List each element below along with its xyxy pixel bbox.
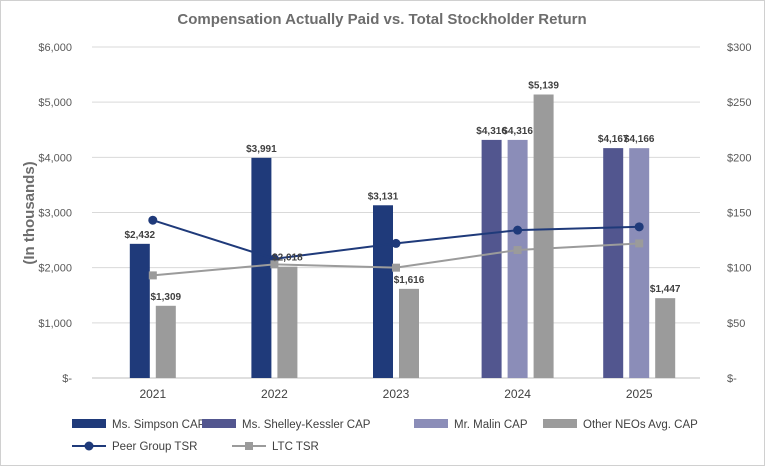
x-tick-label: 2021: [139, 387, 166, 401]
bar: [129, 243, 150, 378]
y-tick-label: $3,000: [38, 208, 72, 220]
x-tick-label: 2023: [383, 387, 410, 401]
legend-swatch: [202, 419, 236, 428]
bar: [507, 139, 528, 378]
bar-data-label: $3,991: [246, 144, 277, 155]
legend-marker: [245, 442, 253, 450]
x-tick-label: 2024: [504, 387, 531, 401]
bar-data-label: $4,167: [598, 134, 629, 145]
bar-data-label: $4,316: [502, 126, 533, 137]
bar-data-label: $4,166: [624, 134, 655, 145]
legend-swatch: [414, 419, 448, 428]
bar-data-label: $1,309: [151, 292, 182, 303]
y-tick-label: $5,000: [38, 97, 72, 109]
bar: [399, 288, 419, 378]
line-point: [513, 246, 522, 255]
right-y-axis: $- $50 $100 $150 $200 $250 $300: [727, 42, 751, 385]
bar-data-label: $1,447: [650, 284, 681, 295]
chart-title: Compensation Actually Paid vs. Total Sto…: [177, 11, 586, 28]
bar-data-label: $2,018: [272, 253, 303, 264]
legend-marker: [84, 441, 94, 451]
line-point: [513, 225, 523, 235]
bar-series: [129, 94, 676, 378]
legend-swatch: [543, 419, 577, 428]
data-labels: $2,432 $1,309 $3,991 $2,018 $3,131 $1,616 $4,3…: [125, 80, 681, 302]
y-tick-label: $1,000: [38, 318, 72, 330]
line-point: [148, 271, 157, 280]
y-axis-label: (In thousands): [21, 161, 38, 264]
bar: [629, 148, 650, 378]
y-tick-label: $6,000: [38, 42, 72, 54]
gridlines: [92, 46, 700, 379]
legend-swatch: [72, 419, 106, 428]
bar: [155, 305, 176, 378]
y2-tick-label: $-: [727, 373, 737, 385]
legend-label: Ms. Shelley-Kessler CAP: [242, 419, 371, 431]
legend: Ms. Simpson CAP Ms. Shelley-Kessler CAP Mr…: [72, 419, 698, 453]
bar: [655, 298, 676, 378]
line-point: [391, 238, 401, 248]
bar-data-label: $1,616: [394, 275, 425, 286]
line-point: [270, 260, 279, 269]
bar-data-label: $5,139: [528, 80, 559, 91]
x-axis: 2021 2022 2023 2024 2025: [139, 387, 652, 401]
y2-tick-label: $250: [727, 97, 751, 109]
left-y-axis: $- $1,000 $2,000 $3,000 $4,000 $5,000 $6,000: [38, 42, 72, 385]
bar: [277, 266, 298, 378]
y2-tick-label: $50: [727, 318, 745, 330]
y2-tick-label: $150: [727, 208, 751, 220]
bar: [533, 94, 554, 378]
line-series: [148, 215, 644, 280]
y-tick-label: $-: [62, 373, 72, 385]
y2-tick-label: $200: [727, 152, 751, 164]
legend-label: LTC TSR: [272, 441, 319, 453]
line-point: [148, 215, 158, 225]
bar: [603, 148, 624, 378]
bar-data-label: $3,131: [368, 191, 399, 202]
line-point: [392, 263, 400, 272]
legend-label: Mr. Malin CAP: [454, 419, 528, 431]
legend-label: Ms. Simpson CAP: [112, 419, 206, 431]
x-tick-label: 2022: [261, 387, 288, 401]
x-tick-label: 2025: [626, 387, 653, 401]
bar: [251, 157, 272, 378]
y2-tick-label: $100: [727, 263, 751, 275]
legend-label: Peer Group TSR: [112, 441, 197, 453]
legend-label: Other NEOs Avg. CAP: [583, 419, 698, 431]
bar: [373, 205, 393, 378]
line-point: [635, 239, 644, 248]
bar: [481, 139, 502, 378]
line-point: [634, 222, 644, 232]
y-tick-label: $4,000: [38, 152, 72, 164]
y-tick-label: $2,000: [38, 263, 72, 275]
bar-data-label: $2,432: [125, 230, 156, 241]
y2-tick-label: $300: [727, 42, 751, 54]
bar-data-label: $4,316: [476, 126, 507, 137]
